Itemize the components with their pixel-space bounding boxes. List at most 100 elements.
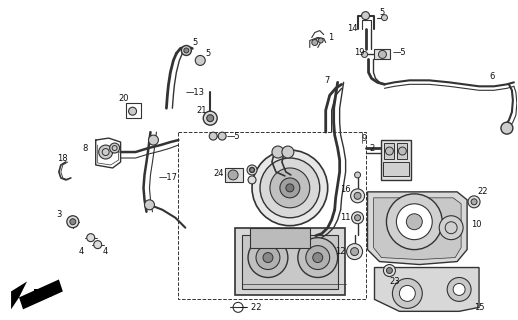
Text: 5: 5 [380, 8, 385, 17]
Circle shape [453, 284, 465, 295]
Polygon shape [11, 282, 27, 309]
Text: 5: 5 [192, 38, 197, 47]
Circle shape [398, 147, 406, 155]
Circle shape [471, 199, 477, 205]
Circle shape [203, 111, 217, 125]
Circle shape [252, 150, 328, 226]
Text: 11: 11 [340, 213, 350, 222]
Circle shape [447, 277, 471, 301]
Text: 5: 5 [205, 49, 210, 58]
Polygon shape [373, 198, 461, 260]
Circle shape [386, 194, 442, 250]
Text: 14: 14 [347, 24, 357, 33]
Circle shape [362, 52, 368, 58]
Text: 15: 15 [474, 303, 484, 312]
Circle shape [263, 252, 273, 262]
Circle shape [399, 285, 415, 301]
Text: 9: 9 [362, 133, 367, 143]
Circle shape [312, 40, 318, 45]
Circle shape [280, 178, 300, 198]
Circle shape [272, 146, 284, 158]
Circle shape [128, 107, 137, 115]
Circle shape [352, 212, 364, 224]
Text: 12: 12 [335, 247, 345, 256]
Text: 10: 10 [471, 220, 482, 229]
Bar [235, 228, 344, 295]
Circle shape [110, 143, 120, 153]
Text: 6: 6 [489, 72, 494, 81]
Circle shape [270, 168, 310, 208]
Circle shape [247, 165, 257, 175]
Circle shape [379, 51, 386, 59]
Text: —5: —5 [393, 48, 406, 57]
Text: 22: 22 [477, 188, 487, 196]
Text: —5: —5 [226, 132, 240, 140]
Bar [381, 140, 411, 180]
Circle shape [406, 214, 422, 230]
Circle shape [396, 204, 432, 240]
Circle shape [94, 241, 102, 249]
Text: 23: 23 [390, 277, 400, 286]
Circle shape [355, 172, 361, 178]
Circle shape [354, 192, 361, 199]
Circle shape [362, 12, 369, 20]
Bar [375, 50, 391, 60]
Text: —17: —17 [159, 173, 178, 182]
Bar [397, 143, 407, 159]
Bar [225, 168, 243, 182]
Text: — 22: — 22 [240, 303, 262, 312]
Circle shape [248, 176, 256, 184]
Circle shape [355, 215, 361, 221]
Circle shape [347, 244, 363, 260]
Circle shape [298, 238, 338, 277]
Text: 18: 18 [57, 154, 67, 163]
Circle shape [286, 184, 294, 192]
Circle shape [282, 146, 294, 158]
Text: 19: 19 [355, 48, 365, 57]
Polygon shape [19, 279, 63, 309]
Circle shape [318, 38, 323, 43]
Circle shape [383, 265, 395, 276]
Polygon shape [368, 192, 467, 265]
Circle shape [386, 268, 393, 274]
Text: 16: 16 [340, 185, 350, 194]
Circle shape [195, 55, 205, 65]
Text: 20: 20 [119, 94, 129, 103]
Bar [250, 228, 310, 248]
Text: 1: 1 [328, 33, 333, 42]
Polygon shape [375, 268, 479, 311]
Circle shape [250, 167, 254, 172]
Circle shape [209, 132, 217, 140]
Circle shape [207, 115, 214, 122]
Circle shape [260, 158, 320, 218]
Circle shape [145, 200, 154, 210]
Text: 4: 4 [103, 247, 108, 256]
Circle shape [256, 246, 280, 269]
Circle shape [181, 45, 191, 55]
Text: 21: 21 [196, 106, 207, 115]
Circle shape [393, 278, 422, 308]
Circle shape [70, 219, 76, 225]
Circle shape [351, 248, 358, 256]
Text: 2: 2 [369, 144, 375, 153]
Bar [383, 162, 409, 176]
Text: —13: —13 [185, 88, 204, 97]
Circle shape [468, 196, 480, 208]
Text: 4: 4 [79, 247, 84, 256]
Circle shape [149, 135, 159, 145]
Circle shape [385, 147, 393, 155]
Text: 24: 24 [213, 169, 224, 179]
Circle shape [351, 189, 365, 203]
Circle shape [67, 216, 79, 228]
Circle shape [87, 234, 95, 242]
Text: 7: 7 [325, 76, 330, 85]
Circle shape [99, 145, 112, 159]
Circle shape [501, 122, 513, 134]
Bar [178, 132, 366, 300]
Circle shape [439, 216, 463, 240]
Circle shape [306, 246, 329, 269]
Circle shape [381, 15, 387, 20]
Circle shape [184, 48, 189, 53]
Text: FR.: FR. [33, 289, 52, 300]
Circle shape [313, 252, 323, 262]
